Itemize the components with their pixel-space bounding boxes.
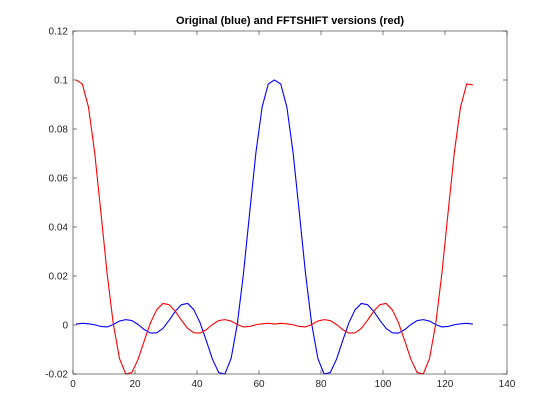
y-tick-label: 0 — [62, 321, 68, 332]
series-layer — [75, 79, 473, 375]
y-tick-label: 0.04 — [49, 223, 69, 234]
x-tick-label: 80 — [315, 379, 327, 390]
y-tick-label: 0.02 — [49, 272, 69, 283]
x-tick-label: 140 — [499, 379, 516, 390]
x-tick-label: 60 — [253, 379, 265, 390]
series-line-2 — [75, 79, 473, 375]
y-tick-label: 0.08 — [49, 125, 69, 136]
y-axis: -0.02 0 0.02 0.04 0.06 0.08 0.1 0.12 — [45, 27, 507, 381]
plot-frame — [72, 30, 508, 375]
x-tick-label: 0 — [70, 379, 76, 390]
y-tick-label: 0.06 — [49, 174, 69, 185]
y-tick-label: 0.1 — [54, 76, 68, 87]
plot-area — [73, 31, 507, 374]
series-line-1 — [76, 79, 473, 375]
x-tick-label: 120 — [437, 379, 454, 390]
x-tick-label: 100 — [375, 379, 392, 390]
chart-title: Original (blue) and FFTSHIFT versions (r… — [176, 15, 404, 27]
x-axis: 0 20 40 60 80 100 120 140 — [70, 31, 516, 390]
x-tick-label: 20 — [129, 379, 141, 390]
y-tick-label: -0.02 — [45, 370, 68, 381]
x-tick-label: 40 — [191, 379, 203, 390]
y-tick-label: 0.12 — [49, 27, 69, 38]
